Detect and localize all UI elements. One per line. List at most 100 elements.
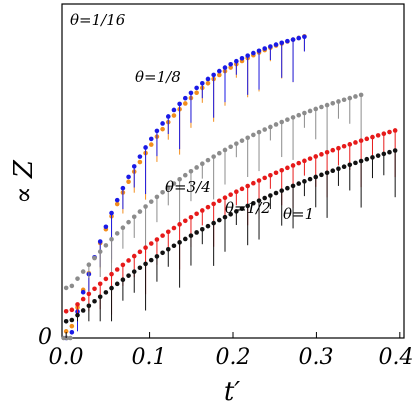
series-3-point-9 [114, 267, 120, 272]
series-4-point-3 [80, 308, 86, 313]
series-1-point-16 [154, 128, 160, 134]
series-4-point-14 [143, 261, 148, 267]
series-1-point-38 [279, 40, 285, 46]
series-3 [63, 128, 398, 315]
series-3-point-50 [347, 142, 353, 147]
series-3-point-41 [296, 160, 302, 166]
series-2-point-21 [182, 172, 188, 178]
series-2-point-15 [148, 199, 154, 204]
series-3-point-21 [182, 218, 188, 224]
series-4-point-26 [211, 220, 216, 226]
series-4-point-13 [137, 265, 143, 271]
series-4-point-8 [109, 285, 114, 291]
series-4-point-22 [188, 233, 194, 238]
series-3-point-24 [200, 208, 205, 213]
series-3-point-29 [228, 192, 233, 197]
series-4-point-47 [330, 168, 336, 174]
series-2-point-9 [114, 231, 120, 236]
series-4-point-20 [177, 240, 182, 245]
series-label-theta-1: θ=1 [283, 205, 314, 223]
series-1-point-8 [109, 210, 114, 216]
series-0-point-15 [148, 142, 154, 147]
series-2-point-42 [302, 110, 307, 116]
x-tick-label-0: 0.0 [49, 345, 84, 370]
series-2-point-10 [120, 225, 126, 231]
series-4-point-55 [375, 153, 381, 158]
series-3-point-48 [336, 145, 341, 151]
series-1-point-22 [188, 90, 194, 96]
series-2-point-13 [137, 209, 143, 214]
series-4-point-57 [387, 149, 392, 155]
series-2-point-27 [217, 150, 222, 156]
series-2-point-52 [358, 92, 364, 98]
series-3-point-22 [188, 214, 194, 220]
chart-marks [61, 34, 398, 341]
series-3-point-17 [160, 233, 165, 238]
series-2-point-43 [307, 108, 313, 114]
series-4-point-39 [285, 185, 290, 191]
series-4-point-34 [256, 198, 262, 203]
series-2-point-30 [234, 141, 239, 146]
series-1-point-34 [256, 48, 262, 54]
series-2-point-29 [228, 144, 233, 150]
series-2-point-24 [200, 161, 205, 167]
series-4-point-48 [336, 166, 341, 171]
series-1-point-25 [205, 76, 211, 82]
series-1-point-23 [194, 85, 199, 91]
series-2-point-41 [296, 112, 302, 118]
series-label-theta-1-2: θ=1/2 [225, 199, 271, 217]
series-1-point-20 [177, 101, 182, 107]
series-4-point-6 [97, 294, 103, 300]
series-3-point-15 [148, 241, 154, 246]
series-2-point-16 [154, 194, 160, 200]
series-label-theta-3-4: θ=3/4 [165, 178, 211, 196]
series-3-point-44 [313, 154, 319, 159]
series-3-point-37 [273, 170, 279, 176]
baseline-points [61, 335, 73, 341]
series-2-point-47 [330, 100, 336, 106]
series-3-point-43 [307, 156, 313, 161]
series-2-point-17 [160, 190, 165, 195]
series-2-point-28 [222, 147, 228, 153]
baseline-point-0 [61, 335, 66, 341]
series-1-point-3 [80, 289, 86, 295]
x-tick-label-3: 0.3 [299, 345, 334, 370]
series-2-point-44 [313, 106, 319, 112]
series-1-point-21 [182, 95, 188, 101]
series-4-point-53 [364, 156, 370, 162]
series-2-point-3 [80, 269, 86, 274]
series-4-point-10 [120, 277, 126, 283]
series-4-point-42 [302, 179, 307, 184]
series-2-point-8 [109, 237, 114, 242]
series-3-point-47 [330, 147, 336, 153]
series-4-point-27 [217, 217, 222, 223]
series-2-point-35 [262, 127, 267, 132]
series-4-point-37 [273, 190, 279, 196]
series-1-point-7 [103, 224, 109, 230]
series-1-point-33 [251, 50, 256, 56]
series-1-point-9 [114, 197, 120, 203]
series-3-point-34 [256, 178, 262, 183]
series-4-point-1 [69, 317, 75, 323]
series-4-point-25 [205, 223, 211, 229]
series-2-point-38 [279, 119, 285, 125]
series-3-point-20 [177, 222, 182, 227]
tick-marks [65, 332, 401, 338]
series-2-point-51 [353, 94, 358, 99]
series-3-point-54 [370, 134, 375, 140]
series-3-point-49 [341, 143, 347, 149]
series-2-point-48 [336, 99, 341, 104]
series-1-point-40 [290, 37, 296, 42]
series-3-point-58 [392, 128, 398, 133]
series-4-point-15 [148, 257, 154, 263]
series-4-point-18 [165, 246, 171, 252]
series-2-point-36 [268, 124, 273, 130]
series-0-point-1 [69, 323, 75, 329]
series-4-point-45 [319, 172, 324, 178]
series-2-point-37 [273, 122, 279, 127]
series-3-point-18 [165, 229, 171, 235]
series-0-point-25 [205, 81, 211, 86]
series-3-point-1 [69, 307, 75, 313]
series-4-point-7 [103, 290, 109, 295]
series-3-point-13 [137, 249, 143, 255]
